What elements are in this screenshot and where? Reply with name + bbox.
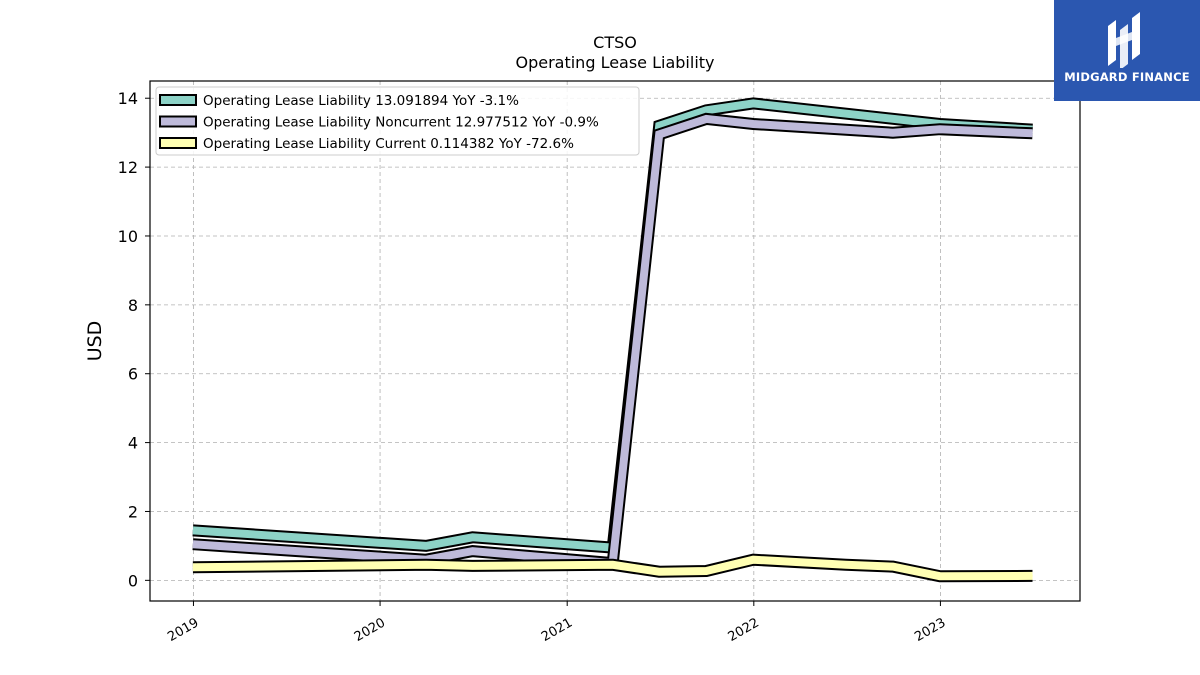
data-point bbox=[705, 109, 707, 111]
series-lines bbox=[192, 97, 1033, 583]
data-point bbox=[192, 566, 194, 568]
series-1 bbox=[192, 97, 1033, 555]
legend: Operating Lease Liability 13.091894 YoY … bbox=[155, 86, 640, 156]
data-point bbox=[752, 102, 754, 104]
legend-swatch bbox=[159, 137, 197, 149]
data-point bbox=[425, 564, 427, 566]
data-point bbox=[1031, 132, 1033, 134]
data-point bbox=[658, 133, 660, 135]
y-tick-label: 12 bbox=[118, 158, 138, 177]
brand-logo: MIDGARD FINANCE bbox=[1054, 0, 1200, 101]
data-point bbox=[472, 565, 474, 567]
series-3 bbox=[192, 553, 1033, 583]
x-tick-label: 2022 bbox=[726, 615, 762, 645]
y-tick-label: 10 bbox=[118, 227, 138, 246]
data-point bbox=[658, 125, 660, 127]
plot-area-frame bbox=[149, 80, 1081, 602]
data-point bbox=[892, 566, 894, 568]
data-point bbox=[892, 132, 894, 134]
legend-label: Operating Lease Liability Noncurrent 12.… bbox=[203, 115, 599, 131]
data-point bbox=[658, 571, 660, 573]
y-tick-label: 2 bbox=[128, 502, 138, 521]
logo-text: MIDGARD FINANCE bbox=[1064, 70, 1190, 84]
series-line-outline bbox=[192, 97, 1033, 555]
y-tick-label: 14 bbox=[118, 89, 138, 108]
legend-swatch bbox=[159, 94, 197, 106]
data-point bbox=[705, 570, 707, 572]
y-tick-label: 6 bbox=[128, 365, 138, 384]
data-point bbox=[472, 536, 474, 538]
data-point bbox=[425, 545, 427, 547]
legend-box bbox=[155, 86, 640, 156]
y-axis-ticks: 0 2 4 6 8 10 12 14 bbox=[118, 89, 150, 590]
legend-swatch bbox=[159, 115, 197, 128]
data-point bbox=[1031, 575, 1033, 577]
data-point bbox=[472, 550, 474, 552]
data-point bbox=[752, 559, 754, 561]
y-tick-label: 8 bbox=[128, 296, 138, 315]
chart-title: CTSO bbox=[593, 33, 637, 52]
y-tick-label: 0 bbox=[128, 571, 138, 590]
x-axis-ticks: 2019 2020 2021 2022 2023 bbox=[165, 601, 948, 645]
x-tick-label: 2023 bbox=[912, 615, 948, 645]
x-tick-label: 2019 bbox=[165, 615, 201, 645]
data-point bbox=[752, 123, 754, 125]
chart-subtitle: Operating Lease Liability bbox=[515, 53, 714, 72]
series-line bbox=[192, 114, 1033, 568]
data-point bbox=[192, 543, 194, 545]
legend-label: Operating Lease Liability 13.091894 YoY … bbox=[203, 93, 519, 109]
data-point bbox=[845, 564, 847, 566]
logo-mark-icon bbox=[1108, 12, 1140, 68]
data-point bbox=[939, 575, 941, 577]
legend-label: Operating Lease Liability Current 0.1143… bbox=[203, 136, 574, 152]
y-tick-label: 4 bbox=[128, 434, 138, 453]
data-point bbox=[192, 529, 194, 531]
data-point bbox=[612, 564, 614, 566]
series-line bbox=[192, 99, 1033, 552]
x-tick-label: 2021 bbox=[539, 615, 575, 645]
data-point bbox=[705, 118, 707, 120]
x-tick-label: 2020 bbox=[352, 615, 388, 645]
data-point bbox=[939, 128, 941, 130]
y-axis-label: USD bbox=[84, 321, 106, 362]
